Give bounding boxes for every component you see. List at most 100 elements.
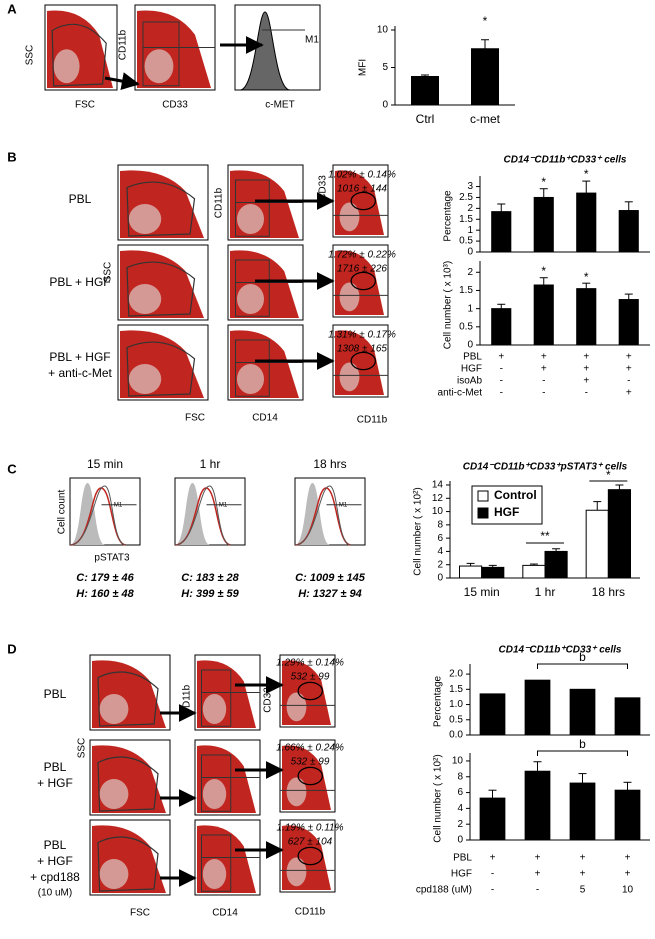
condition-label: PBL	[463, 352, 482, 363]
arrow	[104, 72, 140, 90]
bar	[585, 509, 609, 579]
condition-value: -	[491, 869, 494, 880]
chart-title: CD14⁻CD11b⁺CD33⁺pSTAT3⁺ cells	[463, 462, 628, 473]
row-label: + HGF	[37, 854, 73, 868]
cloud-core	[99, 859, 129, 889]
axis-label: CD11b	[214, 187, 225, 218]
gate	[297, 681, 323, 701]
annotation: *	[483, 14, 488, 28]
y-tick-label: 10	[452, 756, 464, 767]
axis-label: CD11b	[182, 684, 193, 715]
cloud-core	[99, 694, 129, 724]
annotation: *	[541, 264, 546, 278]
label: B	[7, 149, 16, 164]
bar	[576, 192, 597, 253]
gate	[126, 181, 196, 237]
bar	[618, 299, 639, 346]
histogram	[239, 11, 291, 91]
axis-label: CD33	[318, 175, 329, 201]
y-axis-label: Cell number ( x 10³)	[443, 261, 454, 349]
y-tick-label: 6	[457, 787, 463, 798]
histogram	[70, 483, 105, 545]
bracket	[537, 750, 628, 756]
row-label: + cpd188	[30, 870, 80, 884]
annotation: b	[579, 650, 586, 664]
histogram	[295, 483, 330, 545]
cloud-core	[128, 284, 162, 314]
axis-label: SSC	[103, 262, 114, 283]
y-tick-label: 2	[467, 267, 473, 278]
histogram	[294, 485, 352, 546]
condition-value: +	[580, 853, 586, 864]
cloud-core	[237, 284, 264, 314]
y-tick-label: 2	[467, 203, 473, 214]
chart-title: CD14⁻CD11b⁺CD33⁺ cells	[504, 155, 627, 166]
condition-value: -	[585, 388, 588, 399]
bar	[524, 770, 551, 841]
cloud-core	[144, 49, 174, 84]
condition-value: +	[541, 364, 547, 375]
gate	[142, 21, 180, 87]
gate	[97, 756, 159, 812]
condition-value: +	[626, 352, 632, 363]
x-tick-label: 15 min	[464, 585, 500, 599]
condition-value: +	[541, 352, 547, 363]
cloud-core	[339, 282, 360, 312]
y-tick-label: 8	[437, 519, 443, 530]
cloud-core	[99, 779, 129, 809]
bar	[479, 693, 506, 736]
axis-label: SSC	[77, 738, 88, 759]
y-tick-label: 4	[457, 803, 463, 814]
bar	[607, 489, 631, 579]
stat: 1.66% ± 0.24%	[276, 743, 344, 754]
condition-label: isoAb	[457, 376, 482, 387]
y-tick-label: 0.0	[449, 730, 463, 741]
condition-value: +	[625, 869, 631, 880]
gate	[235, 179, 270, 237]
row-label: PBL	[69, 192, 92, 206]
row-label: PBL	[44, 760, 67, 774]
axis-label: CD11b	[118, 29, 129, 60]
legend-swatch	[477, 507, 489, 519]
y-tick-label: 2.5	[459, 192, 473, 203]
gate-label: M1	[305, 35, 319, 46]
x-tick-label: c-met	[470, 112, 501, 126]
y-tick-label: 0.5	[459, 236, 473, 247]
histogram	[69, 485, 127, 546]
condition-value: -	[627, 376, 630, 387]
time-label: 15 min	[87, 457, 123, 471]
axis-label: CD14	[252, 413, 278, 424]
stat: 1308 ± 165	[337, 344, 387, 355]
time-label: 1 hr	[200, 457, 221, 471]
y-tick-label: 1.5	[459, 285, 473, 296]
bar	[491, 308, 512, 346]
row-label: PBL	[44, 687, 67, 701]
y-tick-label: 0	[382, 100, 388, 111]
gate	[201, 754, 232, 812]
stat: 1716 ± 226	[337, 264, 387, 275]
y-axis-label: Cell number ( x 10²)	[433, 754, 444, 842]
y-tick-label: 2.0	[449, 669, 463, 680]
axis-label: CD11b	[295, 907, 326, 918]
bracket	[537, 663, 628, 669]
bar	[459, 565, 483, 579]
cloud-core	[237, 204, 264, 234]
y-tick-label: 1.5	[449, 684, 463, 695]
cloud-core	[202, 859, 227, 889]
y-tick-label: 0	[467, 247, 473, 258]
stat: 532 ± 99	[291, 757, 330, 768]
bar	[544, 550, 568, 579]
condition-value: 10	[622, 885, 634, 896]
cloud-core	[286, 857, 307, 887]
y-axis-label: Cell number ( x 10²)	[413, 487, 424, 575]
condition-label: PBL	[453, 853, 472, 864]
label: A	[7, 1, 17, 16]
cloud-core	[339, 202, 360, 232]
gate	[97, 836, 159, 892]
gate	[97, 671, 159, 727]
chart-title: CD14⁻CD11b⁺CD33⁺ cells	[499, 645, 622, 656]
y-axis-label: MFI	[358, 59, 369, 76]
stat: H: 160 ± 48	[76, 588, 134, 600]
gate	[297, 766, 323, 786]
